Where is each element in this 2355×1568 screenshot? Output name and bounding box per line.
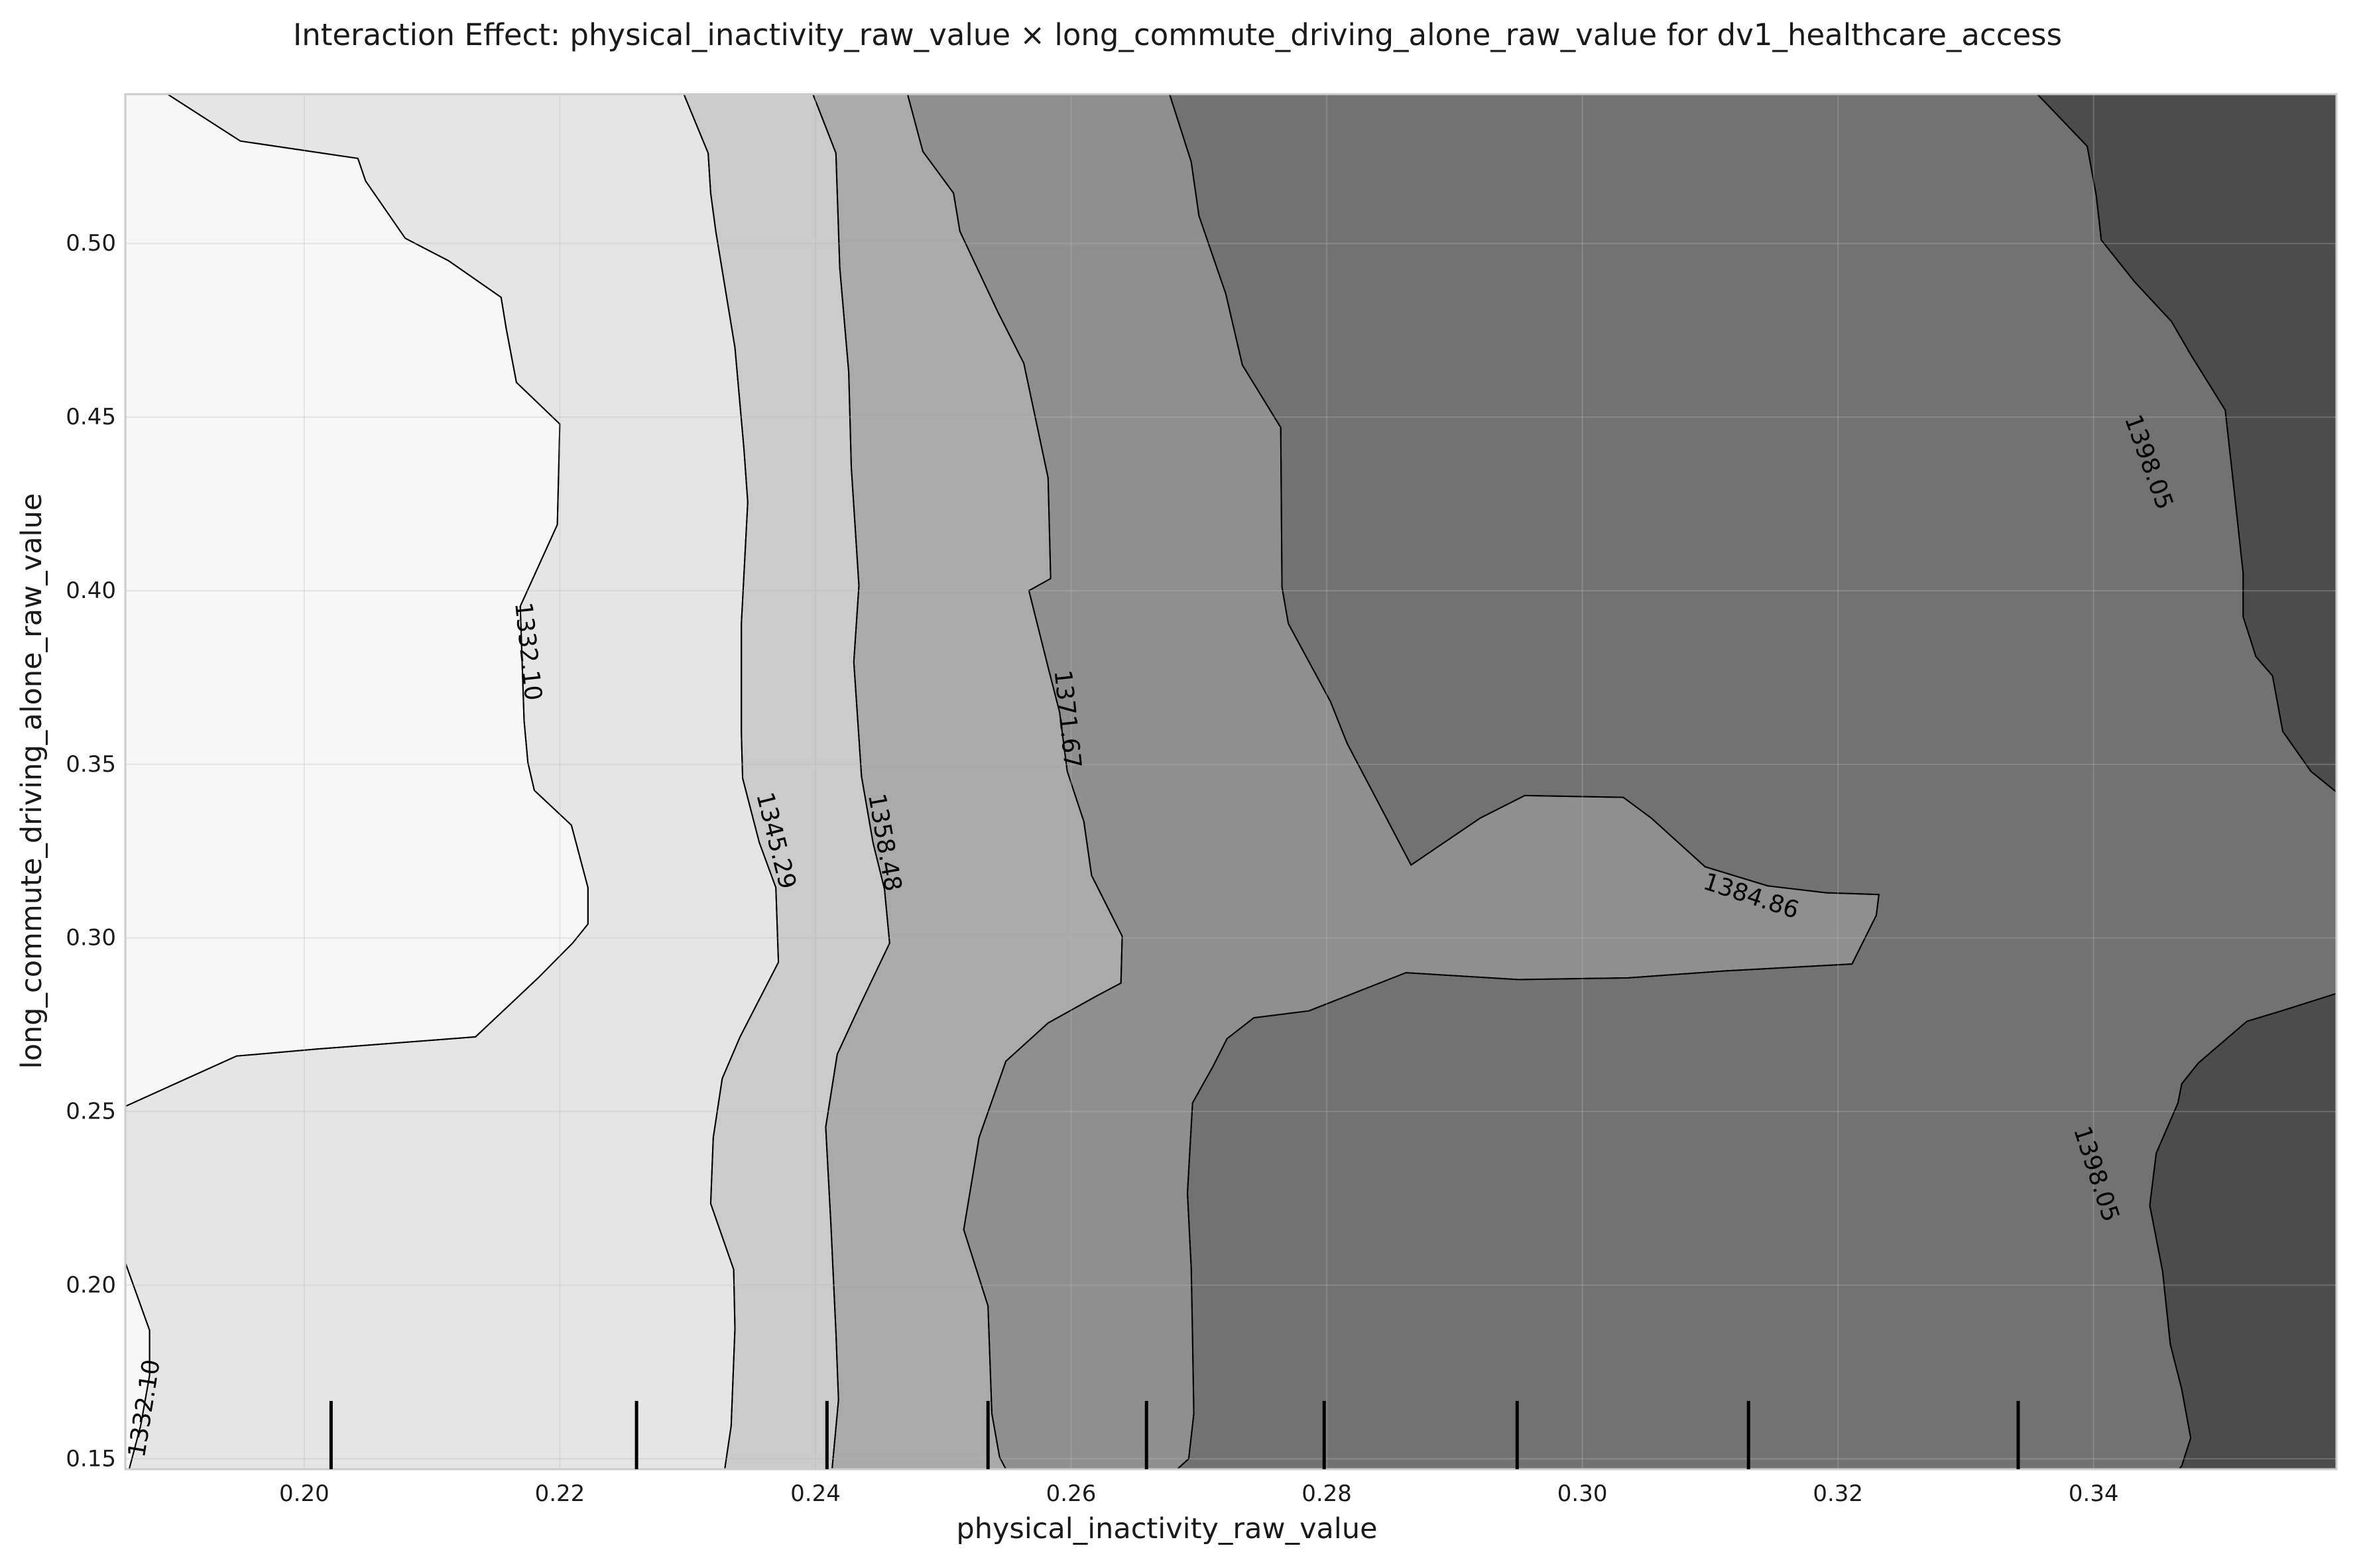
y-tick-label: 0.15 <box>66 1445 116 1472</box>
y-tick-label: 0.25 <box>66 1099 116 1125</box>
y-tick-label: 0.35 <box>66 751 116 778</box>
x-tick-label: 0.22 <box>535 1480 585 1507</box>
rug-marks <box>329 1401 2020 1469</box>
contour-bands <box>125 94 2336 1469</box>
x-tick-label: 0.26 <box>1046 1480 1097 1507</box>
plot-frame <box>124 93 2338 1471</box>
x-tick-label: 0.24 <box>790 1480 841 1507</box>
x-axis: 0.20 0.22 0.24 0.26 0.28 0.30 0.32 0.34 <box>279 1480 2119 1507</box>
x-tick-label: 0.30 <box>1557 1480 1608 1507</box>
contour-lines <box>125 94 2336 1469</box>
grid-lines <box>125 94 2336 1469</box>
y-tick-label: 0.20 <box>66 1272 116 1298</box>
x-tick-label: 0.32 <box>1813 1480 1863 1507</box>
x-tick-label: 0.34 <box>2069 1480 2119 1507</box>
contour-line-9 <box>2149 993 2336 1469</box>
y-axis-label: long_commute_driving_alone_raw_value <box>15 493 48 1069</box>
contour-line-8 <box>2036 94 2336 793</box>
y-tick-label: 0.50 <box>66 230 116 257</box>
y-tick-label: 0.40 <box>66 577 116 604</box>
y-axis: 0.15 0.20 0.25 0.30 0.35 0.40 0.45 0.50 <box>66 230 116 1472</box>
x-tick-label: 0.28 <box>1301 1480 1352 1507</box>
y-tick-label: 0.45 <box>66 404 116 430</box>
chart-title: Interaction Effect: physical_inactivity_… <box>293 17 2062 52</box>
y-tick-label: 0.30 <box>66 925 116 951</box>
x-tick-label: 0.20 <box>279 1480 330 1507</box>
x-axis-label: physical_inactivity_raw_value <box>956 1512 1377 1545</box>
